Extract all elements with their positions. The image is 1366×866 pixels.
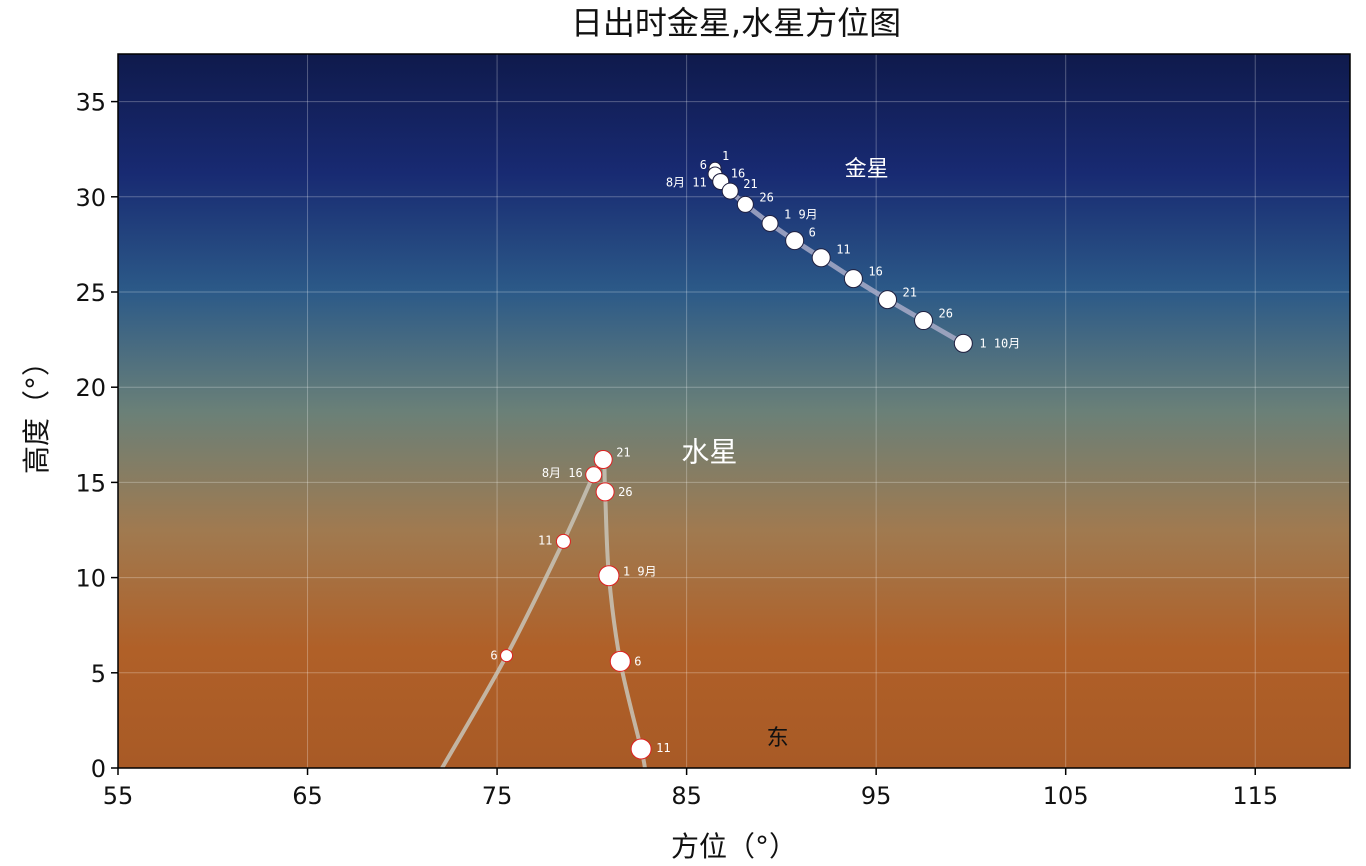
mercury-name: 水星 xyxy=(681,435,737,468)
venus-point xyxy=(721,182,739,200)
x-axis-label: 方位（°） xyxy=(671,830,797,863)
venus-point-label: 6 xyxy=(809,226,816,240)
venus-point xyxy=(761,214,779,232)
mercury-point xyxy=(595,482,615,502)
x-tick-label: 85 xyxy=(671,782,702,810)
mercury-point xyxy=(593,450,613,470)
mercury-point-label: 11 xyxy=(538,533,552,547)
venus-point-label: 16 xyxy=(868,265,882,279)
mercury-point-label: 8月 16 xyxy=(542,466,583,480)
mercury-point-label: 6 xyxy=(490,649,497,663)
venus-point xyxy=(811,248,831,268)
x-tick-label: 115 xyxy=(1232,782,1278,810)
venus-point-label: 26 xyxy=(939,307,953,321)
y-tick-label: 10 xyxy=(75,565,106,593)
venus-point-label: 8月 11 xyxy=(666,176,707,190)
x-tick-label: 65 xyxy=(292,782,323,810)
mercury-point xyxy=(609,650,631,672)
x-tick-label: 55 xyxy=(103,782,134,810)
venus-point-label: 1 xyxy=(722,149,729,163)
x-tick-label: 75 xyxy=(482,782,513,810)
venus-point-label: 11 xyxy=(836,243,850,257)
y-tick-label: 20 xyxy=(75,374,106,402)
venus-point-label: 1 10月 xyxy=(979,336,1020,350)
venus-point xyxy=(785,231,805,251)
venus-point-label: 21 xyxy=(903,286,917,300)
y-tick-label: 25 xyxy=(75,279,106,307)
venus-point xyxy=(736,195,754,213)
plot-frame xyxy=(117,53,1351,769)
y-tick-label: 15 xyxy=(75,469,106,497)
mercury-point xyxy=(500,649,514,663)
mercury-point-label: 6 xyxy=(634,654,641,668)
series-layer xyxy=(440,161,973,768)
venus-name: 金星 xyxy=(845,157,889,182)
y-tick-label: 35 xyxy=(75,89,106,117)
x-tick-label: 105 xyxy=(1043,782,1089,810)
y-axis-label: 高度（°） xyxy=(20,348,53,474)
mercury-point-label: 21 xyxy=(616,446,630,460)
plot-background xyxy=(118,54,1350,768)
mercury-point xyxy=(555,533,571,549)
y-tick-label: 5 xyxy=(91,660,106,688)
venus-point-label: 16 xyxy=(731,167,745,181)
y-tick-label: 0 xyxy=(91,755,106,783)
venus-point xyxy=(953,333,973,353)
axes: 55 65 75 85 95 105 115 0 5 10 15 20 25 30 35 xyxy=(75,89,1278,810)
venus-point xyxy=(843,269,863,289)
venus-point xyxy=(878,290,898,310)
mercury-point-label: 26 xyxy=(618,485,632,499)
venus-point-label: 26 xyxy=(759,190,773,204)
y-tick-label: 30 xyxy=(75,184,106,212)
venus-point-label: 21 xyxy=(743,177,757,191)
venus-point-label: 6 xyxy=(700,158,707,172)
chart-title: 日出时金星,水星方位图 xyxy=(571,4,901,42)
mercury-point-label: 11 xyxy=(656,741,670,755)
venus-point xyxy=(914,311,934,331)
mercury-point xyxy=(585,466,603,484)
mercury-point-label: 1 9月 xyxy=(623,565,657,579)
mercury-point xyxy=(598,565,620,587)
x-tick-label: 95 xyxy=(861,782,892,810)
direction-label: 东 xyxy=(767,726,789,751)
mercury-point xyxy=(630,738,652,760)
venus-point-label: 1 9月 xyxy=(784,207,818,221)
